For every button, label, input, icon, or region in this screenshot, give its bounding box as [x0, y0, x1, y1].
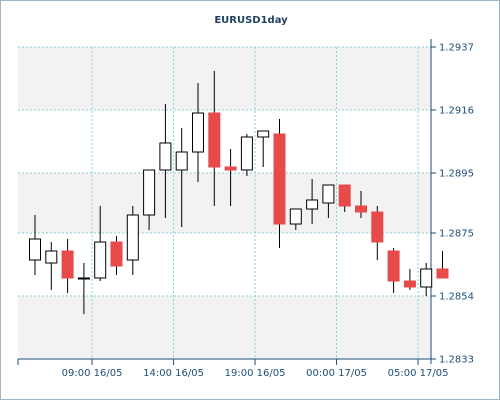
y-tick-label: 1.2833 [439, 355, 474, 366]
candle [322, 184, 335, 218]
background-band [18, 233, 431, 296]
bull-candle-body [420, 268, 433, 288]
candle [289, 208, 302, 230]
candle [110, 236, 123, 275]
background-bands [18, 47, 431, 359]
bull-candle-body [29, 238, 41, 261]
bull-candle-body [306, 199, 319, 210]
grid-lines [18, 46, 431, 360]
y-tick-label: 1.2895 [439, 169, 474, 180]
candle [29, 215, 41, 275]
candle [208, 71, 221, 206]
bull-candle-body [322, 184, 335, 204]
bull-candle-body [126, 214, 139, 261]
bear-candle-body [208, 112, 221, 168]
background-band [18, 296, 431, 359]
candle [159, 104, 172, 218]
bear-candle-body [387, 250, 400, 282]
candle [94, 206, 107, 281]
x-tick-label: 05:00 17/05 [388, 368, 449, 379]
candle [273, 119, 286, 248]
x-tick-label: 14:00 16/05 [143, 368, 204, 379]
axes [17, 39, 432, 365]
bull-candle-body [143, 169, 156, 216]
x-tick-label: 19:00 16/05 [225, 368, 286, 379]
bull-candle-body [45, 250, 58, 264]
candle [224, 149, 237, 206]
candle [371, 206, 384, 260]
bull-candle-body [289, 208, 302, 225]
bear-candle-body [110, 241, 123, 267]
x-tick-label: 00:00 17/05 [306, 368, 367, 379]
y-tick-label: 1.2916 [439, 106, 474, 117]
x-axis-tick-labels: 09:00 16/05 14:00 16/05 19:00 16/05 00:00 1… [62, 359, 449, 379]
background-band [18, 47, 431, 110]
bull-candle-body [77, 277, 90, 280]
candle [175, 128, 188, 227]
x-tick-label: 09:00 16/05 [62, 368, 123, 379]
candle [420, 263, 433, 296]
bull-candle-body [192, 112, 204, 153]
candle [436, 251, 449, 279]
bull-candle-body [175, 151, 188, 171]
y-tick-label: 1.2937 [439, 43, 474, 54]
bull-candle-body [159, 142, 172, 171]
bear-candle-body [355, 205, 367, 213]
background-band [18, 110, 431, 173]
candle [77, 263, 90, 314]
candle [61, 239, 74, 293]
candles [29, 71, 449, 314]
y-tick-label: 1.2875 [439, 229, 474, 240]
bear-candle-body [436, 268, 449, 279]
bear-candle-body [273, 133, 286, 225]
candle [387, 248, 400, 293]
candle [126, 206, 139, 275]
candle [403, 269, 416, 290]
chart-title: EURUSD1day [214, 15, 288, 26]
bull-candle-body [94, 241, 107, 279]
candle [338, 184, 351, 212]
bear-candle-body [403, 280, 416, 288]
bear-candle-body [61, 250, 74, 279]
bear-candle-body [371, 211, 384, 243]
bull-candle-body [240, 136, 253, 171]
background-band [18, 173, 431, 233]
y-axis-tick-labels: 1.2937 1.2916 1.2895 1.2875 1.2854 1.2833 [431, 43, 474, 366]
candle [355, 191, 367, 218]
y-tick-label: 1.2854 [439, 292, 474, 303]
bear-candle-body [338, 184, 351, 207]
candle [257, 130, 270, 167]
candle [192, 83, 204, 182]
bear-candle-body [224, 166, 237, 171]
candle [306, 179, 319, 224]
bull-candle-body [257, 130, 270, 138]
candle [45, 242, 58, 290]
candle [143, 169, 156, 230]
candle [240, 134, 253, 176]
